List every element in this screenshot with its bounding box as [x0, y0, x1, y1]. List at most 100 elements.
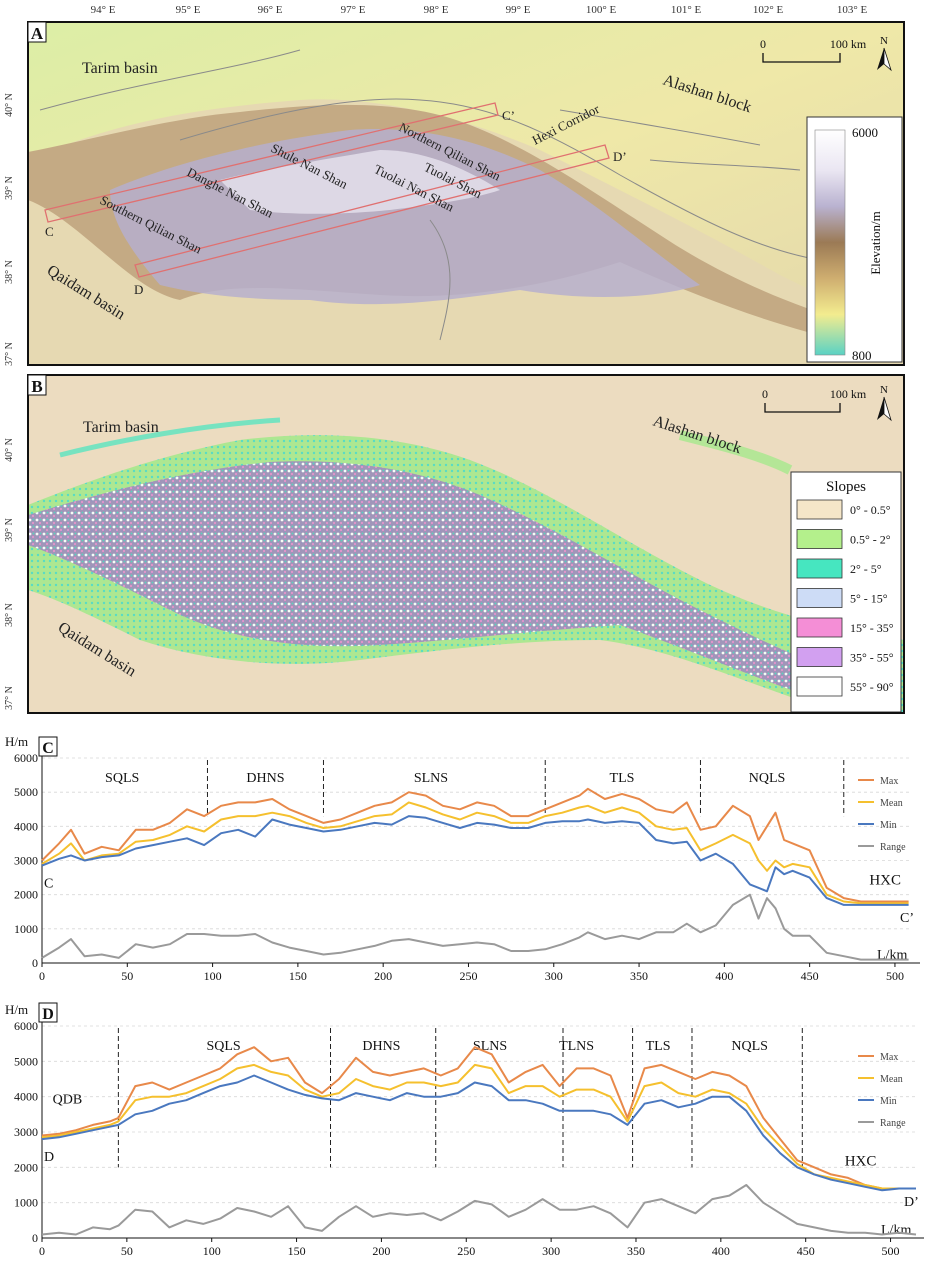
slope-legend-title: Slopes	[826, 479, 866, 495]
y-tick-label: 6000	[14, 1019, 38, 1033]
map-b-ridge	[678, 430, 793, 475]
x-axis-label: L/km	[881, 1223, 911, 1238]
series-line-max	[41, 787, 909, 903]
map-a-snow-patch	[220, 150, 500, 214]
map-b-steep-slope-zone	[28, 461, 820, 700]
lon-tick: 99° E	[506, 4, 531, 16]
elevation-legend: 6000 800 Elevation/m	[806, 116, 903, 363]
region-label-tarim: Tarim basin	[82, 60, 158, 77]
legend-label: Max	[880, 776, 898, 787]
slope-legend-label: 2° - 5°	[850, 562, 882, 576]
north-arrow-icon: N	[877, 35, 892, 72]
lat-tick: 39° N	[4, 176, 15, 200]
lat-tick: 38° N	[4, 260, 15, 284]
slope-legend: Slopes 0° - 0.5° 0.5° - 2° 2° - 5° 5° - 15°…	[790, 471, 902, 713]
slope-legend-label: 55° - 90°	[850, 680, 894, 694]
lat-tick: 38° N	[4, 603, 15, 627]
zone-label: DHNS	[246, 771, 284, 786]
x-tick-label: 0	[39, 969, 45, 983]
series-line-range	[41, 1184, 917, 1236]
fault-line	[179, 98, 821, 261]
north-arrow-half-left	[877, 397, 884, 420]
slope-legend-swatch	[796, 529, 843, 549]
north-arrow-half-right	[883, 47, 892, 72]
y-tick-label: 5000	[14, 785, 38, 799]
scale-bar-zero: 0	[760, 37, 766, 51]
lat-tick: 39° N	[4, 518, 15, 542]
panel-b-letter: B	[31, 377, 42, 396]
zone-label-hxc: HXC	[845, 1154, 877, 1170]
slope-legend-label: 15° - 35°	[850, 621, 894, 635]
map-b-ridge	[59, 417, 281, 458]
profile-c-swath	[44, 102, 499, 223]
panel-a-lat-ticks: 40° N 39° N 38° N 37° N	[4, 93, 15, 366]
lat-tick: 40° N	[4, 93, 15, 117]
x-tick-label: 300	[545, 969, 563, 983]
profile-point-d: D	[134, 282, 143, 297]
lon-tick: 94° E	[91, 4, 116, 16]
x-tick-label: 400	[712, 1244, 730, 1258]
panel-c-letter-box	[38, 736, 58, 757]
x-tick-label: 400	[715, 969, 733, 983]
y-tick-label: 5000	[14, 1054, 38, 1068]
x-tick-label: 450	[797, 1244, 815, 1258]
panel-b-letter-box	[27, 374, 47, 396]
y-tick-label: 4000	[14, 819, 38, 833]
y-tick-label: 3000	[14, 854, 38, 868]
x-tick-label: 500	[882, 1244, 900, 1258]
x-tick-label: 250	[457, 1244, 475, 1258]
elevation-color-ramp	[814, 129, 846, 356]
series-line-min	[41, 1074, 916, 1192]
panel-d-letter: D	[42, 1006, 54, 1023]
lon-tick: 100° E	[586, 4, 617, 16]
elevation-max-label: 6000	[852, 125, 878, 140]
panel-a-scale-bar: 0 100 km	[760, 37, 867, 63]
profile-start-label: D	[44, 1150, 54, 1165]
slope-legend-swatch	[796, 647, 843, 667]
zone-label: SLNS	[414, 771, 448, 786]
series-line-max	[41, 1046, 916, 1190]
scale-bar-end: 100 km	[830, 37, 867, 51]
panel-a-letter: A	[31, 24, 44, 43]
series-line-min	[41, 815, 909, 906]
lon-tick: 97° E	[341, 4, 366, 16]
slope-legend-label: 0.5° - 2°	[850, 533, 891, 547]
x-tick-label: 300	[542, 1244, 560, 1258]
x-tick-label: 450	[801, 969, 819, 983]
lon-tick: 103° E	[837, 4, 868, 16]
y-tick-label: 1000	[14, 1196, 38, 1210]
y-tick-label: 2000	[14, 1160, 38, 1174]
x-tick-label: 250	[459, 969, 477, 983]
scale-bar-line	[762, 53, 841, 63]
north-arrow-half-right	[883, 396, 892, 422]
zone-label: NQLS	[749, 771, 786, 786]
slope-legend-label: 35° - 55°	[850, 651, 894, 665]
profile-point-d-prime: D’	[613, 149, 627, 164]
zone-label: SQLS	[105, 771, 139, 786]
slope-legend-swatch	[796, 499, 843, 520]
profile-point-c: C	[45, 224, 54, 239]
x-tick-label: 50	[121, 969, 133, 983]
series-line-mean	[41, 1063, 916, 1190]
map-a-frame	[27, 21, 905, 366]
slope-legend-swatch	[796, 558, 843, 579]
y-axis-label: H/m	[5, 734, 28, 749]
zone-label: NQLS	[731, 1039, 768, 1054]
zone-label: SQLS	[206, 1039, 240, 1054]
fault-line	[39, 49, 301, 111]
map-b-frame	[27, 374, 905, 714]
y-tick-label: 2000	[14, 888, 38, 902]
north-arrow-icon: N	[877, 384, 892, 422]
profile-chart-d: 0 1000 2000 3000 4000 5000 6000 0 50 100 150 200 250…	[5, 1002, 924, 1258]
x-tick-label: 200	[372, 1244, 390, 1258]
x-tick-label: 350	[627, 1244, 645, 1258]
slope-legend-label: 5° - 15°	[850, 592, 888, 606]
panel-b-scale-bar: 0 100 km	[762, 387, 867, 413]
zone-label: DHNS	[362, 1039, 400, 1054]
zone-label: TLNS	[559, 1039, 594, 1054]
legend-label: Mean	[880, 1074, 903, 1085]
x-tick-label: 100	[204, 969, 222, 983]
lat-tick: 37° N	[4, 342, 15, 366]
legend-label: Mean	[880, 798, 903, 809]
x-tick-label: 100	[203, 1244, 221, 1258]
